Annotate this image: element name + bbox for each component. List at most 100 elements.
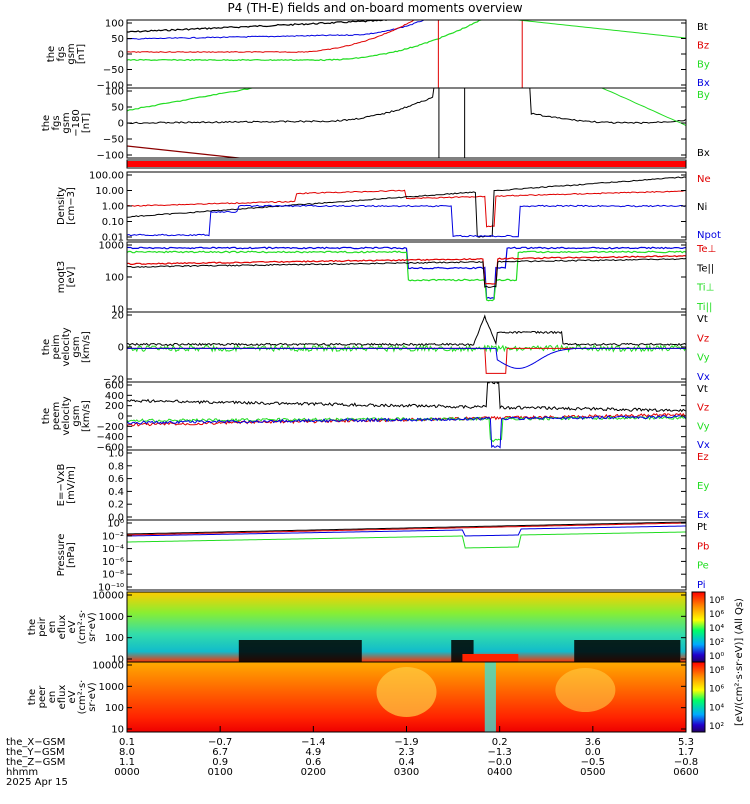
y-tick-label: −100 (97, 81, 124, 92)
y-tick-label: 10⁻² (102, 531, 124, 542)
y-axis-label: [nT] (76, 44, 87, 64)
x-tick-label: 0.2 (492, 737, 508, 748)
y-tick-label: 10⁻¹⁰ (98, 583, 124, 594)
x-row-label: hhmm (6, 767, 38, 778)
y-tick-label: 100.00 (89, 171, 124, 182)
legend-Vx: Vx (697, 440, 710, 451)
x-tick-label: 0200 (301, 767, 326, 778)
colorbar-tick: 10⁴ (709, 703, 724, 713)
y-axis-label: velocity (61, 327, 72, 366)
y-axis-label: (cm²·s· (77, 610, 88, 645)
legend-Ni: Ni (697, 202, 707, 213)
x-tick-label: −1.4 (301, 737, 325, 748)
x-tick-label: 0.4 (399, 757, 415, 768)
y-tick-label: 100 (105, 273, 124, 284)
series-Npot (127, 204, 686, 238)
y-axis-label: E=−VxB (56, 464, 67, 507)
y-axis-label: velocity (61, 396, 72, 435)
y-tick-label: 0.2 (108, 500, 124, 511)
x-tick-label: 0600 (673, 767, 698, 778)
y-tick-label: 1000 (99, 612, 124, 623)
x-tick-label: 8.0 (119, 747, 135, 758)
y-axis-label: fgs (56, 46, 67, 61)
legend-Vy: Vy (697, 421, 710, 432)
y-axis-label: gsm (71, 336, 82, 357)
series-Ti-par (127, 250, 686, 302)
x-tick-label: 1.1 (119, 757, 135, 768)
series-Pi (127, 525, 686, 537)
y-axis-label: eflux (57, 615, 68, 640)
y-axis-label: [nPa] (66, 542, 77, 568)
y-tick-label: 10⁰ (107, 519, 124, 530)
y-tick-label: 200 (105, 401, 124, 412)
series-Vz (127, 347, 686, 374)
x-tick-label: 0.6 (305, 757, 321, 768)
y-tick-label: 0 (118, 119, 124, 130)
x-tick-label: 0.1 (119, 737, 135, 748)
y-axis-label: gsm (61, 112, 72, 133)
legend-Te⊥: Te⊥ (696, 244, 716, 255)
colorbar: 10⁸ 10⁶ 10⁴ 10² 10⁰ (691, 591, 724, 663)
x-tick-label: −1.9 (394, 737, 418, 748)
colorbar-scale (691, 591, 706, 663)
panel-frame (126, 519, 687, 591)
y-tick-label: 10000 (92, 661, 124, 672)
y-tick-label: 0 (118, 412, 124, 423)
legend-Ti||: Ti|| (696, 302, 712, 313)
y-axis-label: moqt3 (56, 261, 67, 294)
y-tick-label: 0 (118, 343, 124, 354)
y-axis-label: [mV/m] (66, 466, 77, 504)
x-tick-label: 0.9 (212, 757, 228, 768)
y-axis-label: peem (51, 402, 62, 430)
legend-Ti⊥: Ti⊥ (696, 283, 714, 294)
colorbar-tick: 10⁸ (709, 596, 724, 606)
data-gap (238, 640, 362, 662)
y-tick-label: 1000 (99, 682, 124, 693)
y-axis-label: en (47, 621, 58, 634)
series-Vx (127, 414, 686, 449)
series-Vt (127, 382, 686, 413)
y-tick-label: 50 (111, 103, 124, 114)
series-Vy (127, 415, 686, 443)
x-row-label: the_Y−GSM (6, 747, 65, 758)
colorbar-tick: 10⁶ (709, 610, 724, 620)
plot-title: P4 (TH-E) fields and on-board moments ov… (227, 1, 523, 15)
y-tick-label: 10 (111, 655, 124, 666)
legend-Vt: Vt (697, 384, 708, 395)
y-axis-label: [nT] (81, 113, 92, 133)
x-tick-label: 0300 (394, 767, 419, 778)
y-axis-label: the (27, 619, 38, 635)
x-tick-label: 0500 (580, 767, 605, 778)
y-axis-label: peir (37, 616, 48, 636)
x-tick-label: 1.7 (678, 747, 694, 758)
colorbar-tick: 10² (709, 638, 724, 648)
x-row-label: the_Z−GSM (6, 757, 65, 768)
x-tick-label: −0.0 (488, 757, 512, 768)
y-axis-label: [km/s] (81, 400, 92, 432)
legend-Bx: Bx (697, 148, 710, 159)
legend-Pb: Pb (697, 541, 709, 552)
series-By-right (601, 88, 686, 127)
x-tick-label: 0.0 (585, 747, 601, 758)
y-tick-label: −200 (97, 422, 124, 433)
y-axis-label: the (41, 115, 52, 131)
panel-5: 20 0 −20 the peim velocity gsm [km/s] Vt Vz Vy Vx (41, 311, 710, 386)
y-axis-label: fgs (51, 115, 62, 130)
colorbar: 10⁸ 10⁶ 10⁴ 10² (691, 661, 724, 733)
y-tick-label: 10000 (92, 591, 124, 602)
y-tick-label: 100 (105, 703, 124, 714)
y-axis-label: [eV] (66, 267, 77, 288)
y-tick-label: 20 (111, 311, 124, 322)
x-tick-label: 3.6 (585, 737, 601, 748)
series-Bt (127, 20, 390, 33)
y-tick-label: 10.00 (95, 186, 124, 197)
mode-bar (127, 161, 686, 167)
series-Vt-peak (127, 314, 686, 347)
x-row-label: the_X−GSM (6, 737, 65, 748)
x-tick-label: −0.8 (674, 757, 698, 768)
panel-frame (126, 159, 687, 169)
series-By-dark (127, 145, 245, 158)
spectrogram-feature (462, 654, 519, 662)
